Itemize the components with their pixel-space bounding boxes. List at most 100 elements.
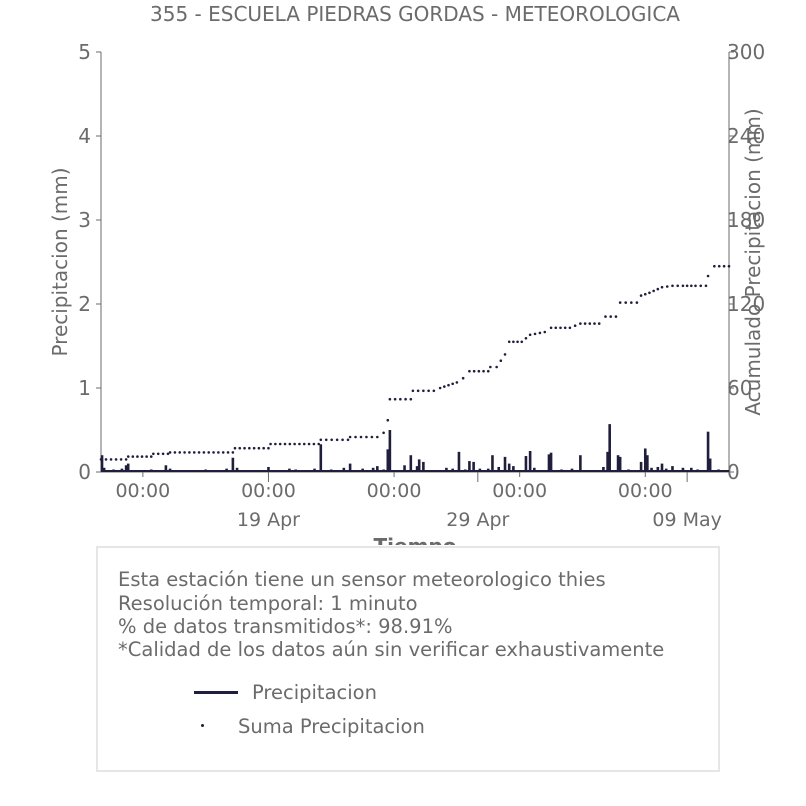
sum-point [685, 284, 689, 288]
sum-point [563, 326, 567, 330]
sum-point [635, 301, 639, 304]
sum-point [278, 442, 282, 446]
sum-point [99, 458, 103, 461]
sum-point [656, 287, 660, 291]
y-tick-label-right: 240 [727, 124, 765, 148]
sum-point [699, 284, 703, 288]
sum-point [354, 435, 357, 439]
sum-point [528, 333, 532, 337]
sum-point [324, 438, 328, 442]
sum-point [131, 455, 135, 458]
sum-point [614, 315, 618, 318]
sum-point [202, 451, 206, 454]
info-quality-note: *Calidad de los datos aún sin verificar … [118, 638, 665, 661]
sum-point [298, 442, 301, 446]
sum-point [597, 322, 601, 325]
sum-point [676, 284, 680, 288]
sum-point [495, 365, 498, 369]
sum-point [233, 446, 237, 450]
sum-point [704, 284, 708, 288]
y-tick-label-right: 300 [727, 40, 765, 64]
sum-point [262, 446, 265, 450]
sum-point [114, 458, 118, 461]
sum-point [140, 455, 144, 458]
sum-point [549, 326, 553, 330]
sum-point [447, 383, 450, 387]
x-tick-time-label: 00:00 [367, 480, 422, 502]
sum-point [238, 446, 242, 450]
sum-point [717, 264, 721, 268]
sum-point [411, 389, 415, 393]
sum-point [524, 337, 528, 340]
sum-point [690, 284, 693, 288]
sum-point [382, 431, 385, 435]
sum-point [124, 458, 128, 461]
x-axis-label: Tiempo [374, 534, 457, 545]
sum-point [486, 369, 490, 373]
sum-point [288, 442, 292, 446]
y-tick-label-left: 1 [78, 376, 91, 400]
sum-point [624, 301, 628, 304]
sum-point [520, 340, 524, 344]
legend-sum-label: Suma Precipitacion [238, 715, 425, 738]
sum-point [399, 397, 402, 401]
sum-point [543, 330, 547, 334]
y-axis-label-right: Acumulado Precipitacion (mm) [741, 108, 765, 415]
sum-point [136, 455, 139, 458]
sum-point [593, 322, 596, 325]
sum-point [468, 369, 471, 373]
sum-point [319, 438, 323, 442]
sum-point [694, 284, 697, 288]
sum-point [197, 451, 201, 454]
sum-point [269, 442, 272, 446]
sum-point [618, 301, 622, 304]
sum-point [152, 452, 155, 456]
sum-point [341, 438, 344, 442]
sum-point [386, 418, 390, 422]
sum-point [499, 359, 503, 363]
legend-sum-swatch [201, 724, 204, 727]
sum-point [404, 397, 407, 401]
sum-point [293, 442, 296, 446]
sum-point [648, 291, 651, 295]
sum-point [559, 326, 562, 330]
x-tick-time-label: 00:00 [618, 480, 673, 502]
sum-point [330, 438, 333, 442]
y-tick-label-left: 3 [78, 208, 91, 232]
sum-point [145, 455, 148, 458]
x-tick-time-label: 00:00 [115, 480, 170, 502]
chart-title: 355 - ESCUELA PIEDRAS GORDAS - METEOROLO… [150, 2, 680, 26]
sum-point [183, 451, 186, 454]
sum-point [243, 446, 246, 450]
sum-point [192, 451, 196, 454]
sum-point [393, 397, 397, 401]
sum-point [335, 438, 339, 442]
sum-point [267, 446, 270, 450]
sum-point [516, 340, 519, 344]
sum-point [248, 446, 251, 450]
sum-point [665, 285, 669, 288]
y-tick-label-left: 0 [78, 460, 91, 484]
y-tick-label-left: 2 [78, 292, 91, 316]
sum-point [283, 442, 287, 446]
sum-point [482, 369, 485, 373]
info-box: Esta estación tiene un sensor meteorolog… [96, 546, 720, 772]
sum-point [104, 458, 108, 461]
sum-point [461, 376, 465, 380]
sum-point [348, 435, 352, 439]
sum-point [231, 451, 235, 454]
sum-point [588, 322, 592, 325]
sum-point [568, 326, 572, 330]
sum-point [317, 442, 321, 446]
sum-point [207, 451, 211, 454]
sum-point [455, 381, 459, 384]
sum-point [573, 324, 577, 328]
sum-point [365, 435, 368, 439]
x-tick-time-label: 00:00 [241, 480, 296, 502]
sum-point [489, 365, 492, 369]
y-tick-label-right: 180 [727, 208, 765, 232]
sum-point [472, 369, 476, 373]
y-tick-label-left: 4 [78, 124, 91, 148]
y-axis-label-left: Precipitacion (mm) [48, 167, 72, 356]
sum-point [422, 389, 425, 393]
